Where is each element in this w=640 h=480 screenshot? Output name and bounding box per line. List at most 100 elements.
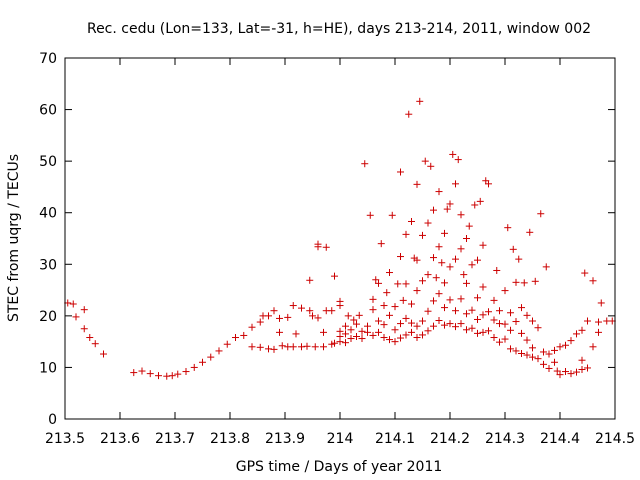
data-point [408, 328, 415, 336]
data-point [314, 240, 322, 248]
data-point [397, 320, 404, 328]
data-point [562, 368, 569, 376]
data-point [353, 332, 360, 340]
data-point [584, 364, 591, 372]
data-point [80, 306, 88, 314]
data-point [265, 312, 272, 320]
data-point [278, 342, 286, 350]
data-point [303, 342, 311, 350]
data-point [589, 343, 597, 351]
data-point [529, 353, 536, 361]
data-point [69, 300, 77, 308]
data-point [573, 368, 580, 376]
data-point [383, 289, 391, 297]
data-point [509, 245, 517, 253]
data-point [529, 344, 536, 352]
data-point [468, 306, 476, 314]
data-point [479, 328, 487, 336]
data-point [391, 326, 399, 334]
data-point [298, 304, 305, 312]
data-point [457, 245, 465, 253]
data-point [542, 263, 550, 271]
data-point [397, 253, 404, 261]
data-point [369, 306, 377, 314]
data-point [463, 326, 470, 334]
data-point [375, 328, 382, 336]
x-tick-label: 213.5 [45, 431, 85, 447]
data-point [446, 296, 454, 304]
data-point [322, 243, 330, 251]
data-point [413, 287, 421, 295]
data-point [485, 327, 492, 335]
data-point [479, 283, 487, 291]
data-point [320, 343, 327, 351]
y-axis-label: STEC from uqrg / TECUs [6, 154, 22, 322]
data-point [331, 272, 338, 280]
data-point [474, 256, 481, 264]
data-point [446, 263, 454, 271]
data-point [424, 327, 432, 335]
data-point [402, 314, 410, 322]
data-point [397, 334, 404, 342]
data-point [443, 205, 451, 213]
data-point [589, 277, 597, 285]
data-point [408, 300, 415, 308]
data-point [331, 339, 338, 347]
data-point [578, 326, 586, 334]
data-point [595, 328, 602, 336]
data-point [496, 307, 503, 315]
data-point [556, 343, 564, 351]
data-point [496, 320, 503, 328]
data-point [430, 206, 437, 214]
data-point [441, 279, 448, 287]
data-point [380, 302, 388, 310]
y-tick-label: 40 [39, 206, 57, 222]
data-point [501, 335, 509, 343]
data-point [207, 353, 215, 361]
data-point [413, 322, 421, 330]
data-point [523, 351, 531, 359]
data-point [507, 309, 514, 317]
data-point [597, 299, 605, 307]
data-point [402, 280, 410, 288]
data-point [534, 324, 542, 332]
data-point [523, 336, 531, 344]
data-point [336, 327, 344, 335]
data-point [556, 371, 564, 379]
data-point [416, 97, 424, 105]
data-point [512, 318, 520, 326]
data-point [485, 180, 492, 188]
data-point [441, 229, 448, 237]
data-point [435, 316, 443, 324]
data-point [540, 360, 547, 368]
data-point [479, 311, 487, 319]
data-point [256, 318, 264, 326]
data-point [72, 313, 80, 321]
data-point [355, 311, 363, 319]
data-point [402, 230, 410, 238]
data-point [485, 308, 492, 316]
data-point [375, 279, 382, 287]
data-point [446, 200, 454, 208]
data-point [523, 311, 531, 319]
data-point [578, 356, 586, 364]
data-point [369, 331, 377, 339]
data-point [408, 217, 415, 225]
x-tick-label: 213.8 [210, 431, 250, 447]
data-point [364, 328, 371, 336]
data-point [155, 372, 162, 380]
data-point [369, 295, 377, 303]
data-point [386, 336, 393, 344]
data-point [232, 334, 239, 342]
data-point [182, 368, 190, 376]
data-point [452, 180, 459, 188]
data-point [223, 340, 231, 348]
data-point [567, 370, 575, 378]
data-point [336, 297, 344, 305]
data-point [344, 312, 352, 320]
data-point [490, 296, 498, 304]
data-point [520, 279, 528, 287]
data-point [457, 295, 465, 303]
data-point [377, 240, 385, 248]
data-point [490, 334, 498, 342]
